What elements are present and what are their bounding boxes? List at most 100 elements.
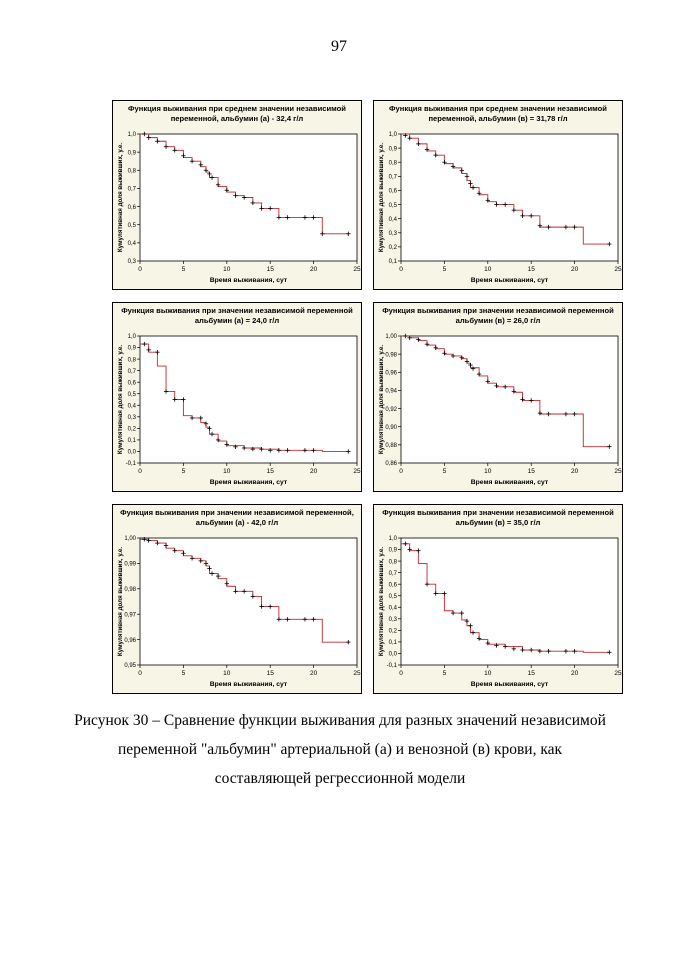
y-tick-label: -0,1 [126, 461, 137, 467]
x-axis-label: Время выживания, сут [210, 277, 288, 284]
y-tick-label: 1,0 [128, 334, 137, 340]
figure-caption: Рисунок 30 – Сравнение функции выживания… [40, 706, 640, 793]
censor-mark [546, 224, 551, 230]
censor-mark [476, 636, 482, 641]
censor-mark [511, 646, 517, 652]
censor-mark [485, 198, 490, 203]
x-tick-label: 5 [443, 670, 447, 677]
censor-mark [233, 444, 238, 450]
y-tick-label: 0,98 [385, 352, 397, 358]
censor-mark [464, 618, 470, 624]
x-tick-label: 25 [614, 266, 622, 273]
chart-title: Функция выживания при значении независим… [120, 508, 354, 527]
x-tick-label: 10 [223, 670, 231, 677]
x-tick-label: 0 [138, 670, 142, 677]
y-tick-label: 0,2 [389, 629, 398, 635]
chart-panel-3: Функция выживания при значении независим… [112, 302, 362, 492]
censor-mark [163, 144, 169, 149]
censor-mark [181, 551, 186, 556]
censor-mark [224, 188, 229, 193]
censor-mark [259, 446, 264, 452]
censor-mark [470, 185, 476, 190]
censor-mark [207, 171, 212, 177]
survival-plot-2: 0 5 10 15 20 25 0,1 0,2 0,3 0,4 0,5 0,6 0,7 0,8 0,9 1,0… [378, 132, 622, 284]
chart-title: Функция выживания при значении независим… [382, 508, 614, 527]
y-tick-label: 0,8 [389, 559, 398, 565]
x-tick-label: 20 [571, 670, 579, 677]
censor-mark [224, 442, 229, 447]
censor-mark [209, 175, 215, 180]
censor-mark [416, 141, 421, 147]
censor-mark [146, 135, 151, 140]
censor-mark [198, 162, 203, 168]
x-tick-label: 0 [399, 266, 403, 273]
censor-mark [502, 384, 508, 389]
y-tick-label: 0,96 [385, 370, 397, 376]
censor-mark [572, 648, 577, 654]
y-tick-label: 0,2 [128, 427, 137, 433]
x-tick-label: 25 [353, 468, 361, 475]
censor-mark [494, 202, 499, 207]
censor-mark [302, 617, 308, 622]
censor-mark [209, 431, 215, 437]
y-tick-label: 0,4 [128, 403, 137, 409]
censor-mark [346, 449, 351, 454]
y-tick-label: 0,4 [128, 241, 137, 247]
y-tick-label: 0,1 [389, 259, 398, 265]
y-tick-label: -0,1 [387, 663, 398, 669]
censor-mark [259, 206, 264, 211]
censor-mark [529, 398, 534, 403]
censor-mark [241, 445, 247, 451]
y-tick-label: 0,9 [389, 146, 398, 152]
censor-mark [502, 644, 508, 649]
censor-mark [311, 215, 316, 220]
censor-mark [607, 241, 612, 247]
censor-mark [215, 437, 221, 443]
censor-mark [494, 643, 499, 648]
page-number: 97 [331, 38, 347, 55]
censor-mark [302, 448, 308, 453]
censor-mark [198, 558, 203, 564]
y-tick-label: 0,4 [389, 217, 398, 223]
x-tick-label: 20 [571, 468, 579, 475]
censor-mark [459, 610, 464, 616]
censor-mark [572, 224, 577, 230]
censor-mark [529, 213, 534, 219]
x-tick-label: 10 [484, 468, 492, 475]
censor-mark [189, 159, 195, 164]
censor-mark [209, 571, 215, 576]
censor-mark [433, 345, 438, 350]
censor-mark [142, 341, 147, 347]
censor-mark [450, 353, 456, 359]
x-axis-label: Время выживания, сут [471, 277, 549, 284]
x-tick-label: 0 [399, 670, 403, 677]
survival-plot-4: 0 5 10 15 20 25 0,86 0,88 0,90 0,92 0,94 0,96 0,98 1,… [378, 333, 622, 486]
censor-mark [285, 448, 290, 453]
chart-panel-2: Функция выживания при среднем значении н… [373, 100, 623, 290]
censor-mark [468, 623, 473, 628]
censor-mark [424, 147, 430, 152]
censor-mark [468, 362, 473, 368]
y-axis-label: Кумулятивная доля выживших, у.е. [117, 547, 124, 656]
x-tick-label: 10 [484, 670, 492, 677]
x-tick-label: 25 [614, 670, 622, 677]
y-tick-label: 0,8 [128, 168, 137, 174]
x-tick-label: 25 [353, 670, 361, 677]
censor-mark [215, 182, 221, 187]
censor-mark [442, 160, 447, 165]
y-tick-label: 0,7 [128, 369, 137, 375]
censor-mark [607, 444, 612, 449]
censor-mark [424, 581, 430, 587]
x-tick-label: 25 [614, 468, 622, 475]
y-tick-label: 1,00 [124, 536, 136, 542]
survival-plot-5: 0 5 10 15 20 25 0,95 0,96 0,97 0,98 0,99 1,00 Время … [117, 536, 361, 688]
x-tick-label: 15 [528, 670, 536, 677]
y-tick-label: 0,5 [389, 594, 398, 600]
y-tick-label: 0,9 [128, 150, 137, 156]
chart-title: Функция выживания при среднем значении н… [389, 104, 607, 123]
censor-mark [416, 548, 421, 553]
censor-mark [511, 208, 517, 213]
y-tick-label: 0,6 [389, 189, 398, 195]
censor-mark [311, 617, 316, 622]
censor-mark [259, 604, 264, 609]
